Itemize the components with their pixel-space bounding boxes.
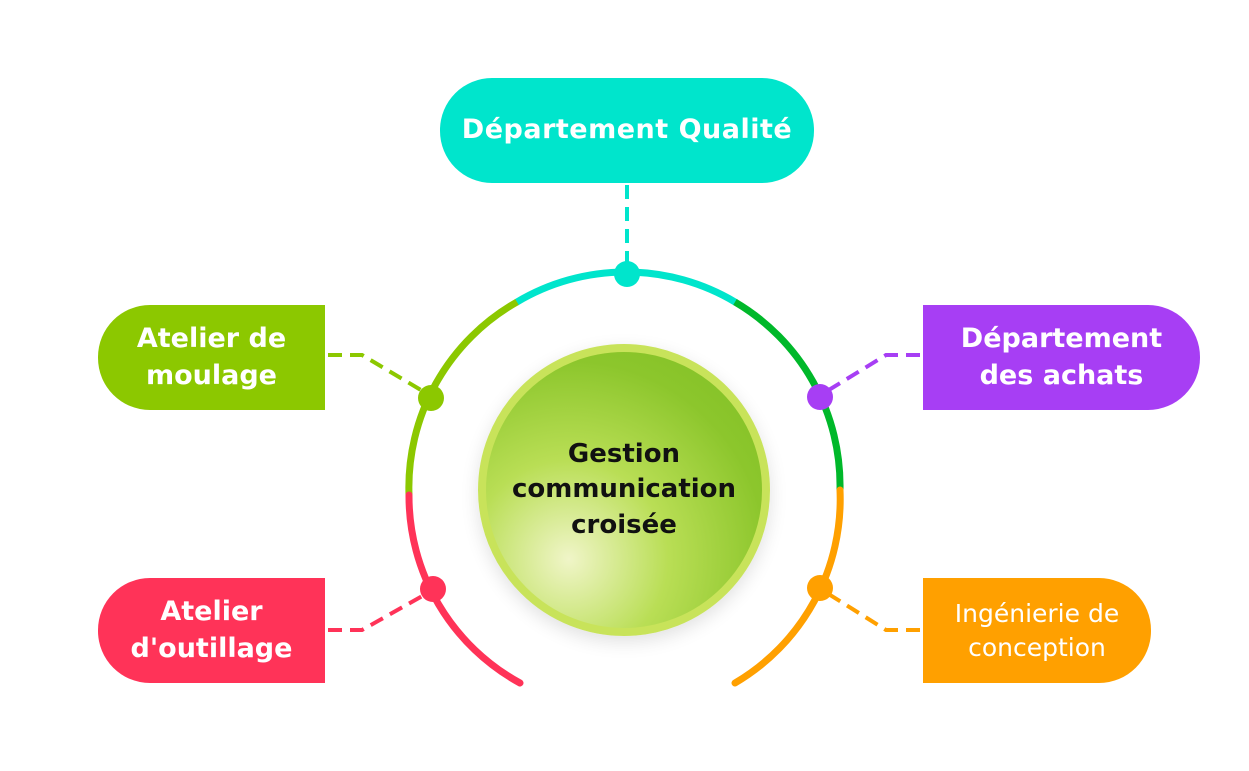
dot-achats (807, 384, 833, 410)
dot-conception (807, 575, 833, 601)
node-departement-qualite: Département Qualité (440, 78, 814, 183)
connector-conception (817, 586, 920, 632)
ring-arc-lime (405, 298, 519, 496)
center-circle: Gestion communication croisée (478, 344, 770, 636)
node-ingenierie-conception: Ingénierie de conception (923, 578, 1151, 683)
dot-qualite (614, 261, 640, 287)
connector-outillage (328, 588, 434, 632)
connector-achats (817, 353, 920, 398)
ring-arc-red (405, 491, 524, 687)
center-label: Gestion communication croisée (511, 439, 737, 540)
node-atelier-outillage: Atelier d'outillage (98, 578, 325, 683)
connector-moulage (328, 353, 433, 398)
node-atelier-moulage: Atelier de moulage (98, 305, 325, 410)
dot-moulage (418, 385, 444, 411)
dot-outillage (420, 576, 446, 602)
node-departement-achats: Département des achats (923, 305, 1200, 410)
ring-arc-orange (731, 486, 844, 687)
ring-arc-green (733, 298, 844, 491)
